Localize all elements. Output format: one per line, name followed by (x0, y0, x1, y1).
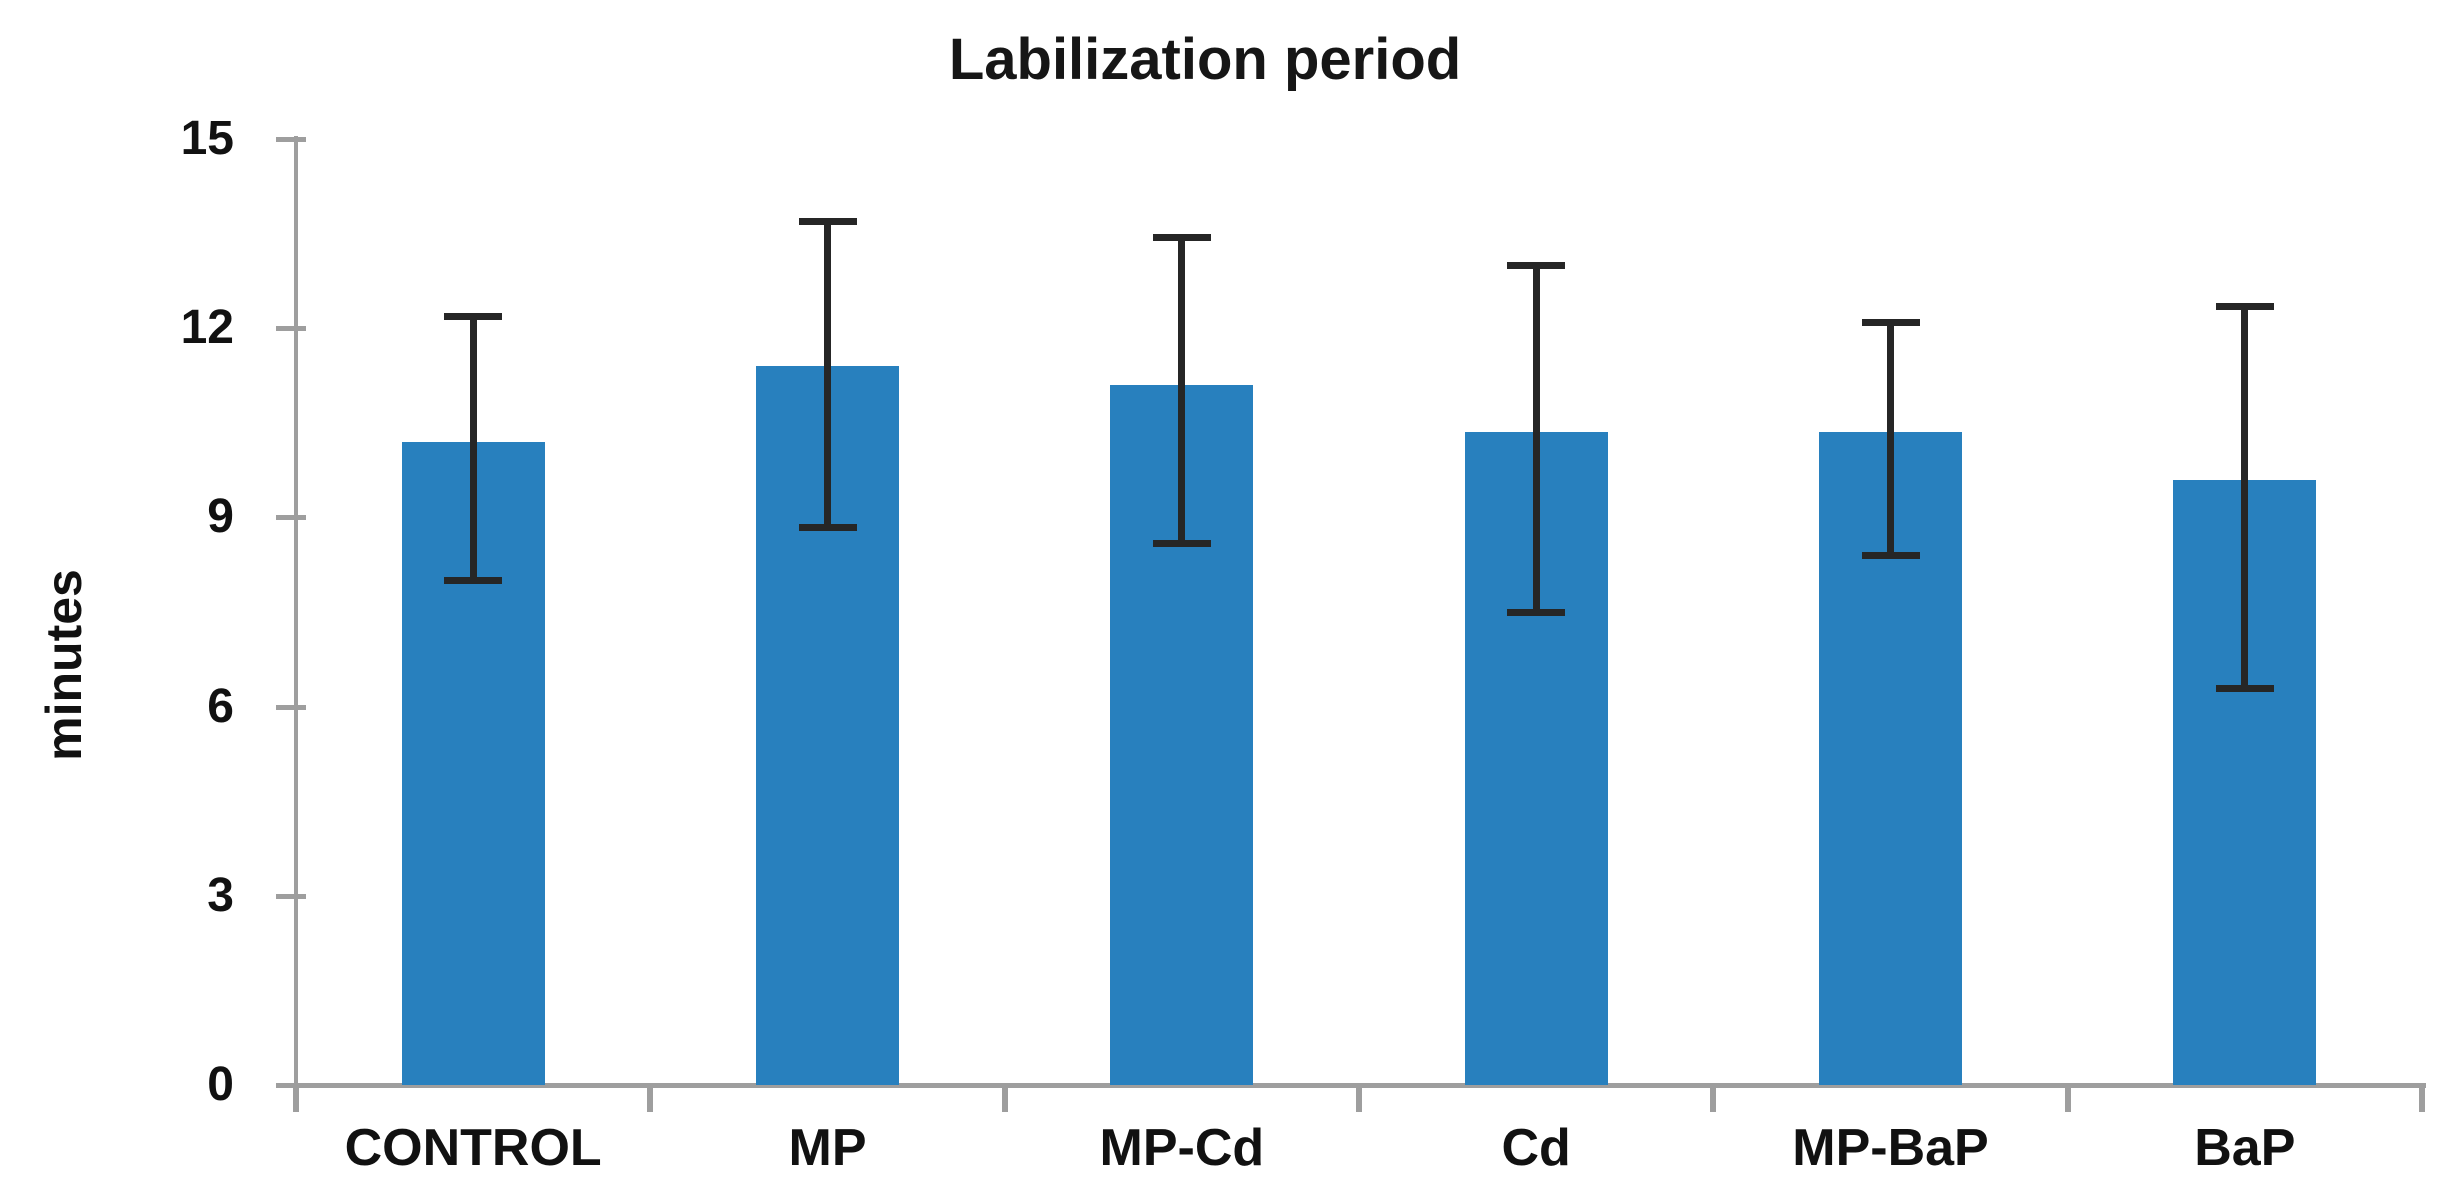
y-tick-label: 0 (207, 1058, 234, 1111)
error-bar-stem (1887, 321, 1894, 556)
error-bar-cap-bottom (1861, 552, 1920, 560)
error-bar-stem (2241, 306, 2249, 688)
y-axis-tick (276, 1083, 306, 1088)
y-axis-tick (276, 515, 306, 521)
y-tick-label: 12 (180, 301, 234, 355)
y-axis-tick (276, 136, 306, 142)
error-bar-cap-bottom (1152, 539, 1211, 547)
error-bar-cap-bottom (798, 523, 857, 531)
error-bar-cap-top (444, 312, 503, 320)
error-bar-stem (824, 220, 831, 527)
error-bar-cap-top (1861, 318, 1920, 326)
error-bar-stem (1532, 265, 1540, 612)
y-tick-label: 6 (207, 679, 234, 733)
x-category-label: MP (788, 1119, 867, 1177)
x-category-label: BaP (2194, 1119, 2296, 1177)
error-bar-cap-bottom (444, 577, 503, 585)
error-bar-stem (469, 315, 477, 581)
error-bar-cap-bottom (1507, 608, 1566, 616)
y-axis-tick (276, 326, 306, 332)
error-bar-cap-top (1507, 262, 1566, 270)
error-bar-cap-top (2215, 303, 2274, 311)
error-bar-stem (1178, 236, 1186, 543)
error-bar-cap-top (1152, 233, 1211, 241)
x-category-label: CONTROL (344, 1119, 602, 1177)
x-axis-tick (1001, 1085, 1008, 1112)
chart-title: Labilization period (948, 27, 1462, 92)
y-axis-tick (276, 893, 306, 899)
x-category-label: Cd (1501, 1119, 1571, 1177)
x-axis-tick (1710, 1085, 1717, 1112)
x-axis-tick (2064, 1085, 2071, 1112)
x-category-label: MP-Cd (1099, 1119, 1265, 1177)
x-axis-tick (2419, 1085, 2425, 1112)
x-axis-tick (293, 1085, 299, 1112)
error-bar-cap-top (798, 217, 857, 225)
error-bar-cap-bottom (2215, 684, 2274, 692)
y-axis-line (294, 135, 298, 1104)
x-category-label: MP-BaP (1792, 1119, 1989, 1177)
y-tick-label: 3 (207, 868, 234, 922)
y-axis-tick (276, 704, 306, 710)
y-tick-label: 15 (180, 111, 234, 165)
x-axis-tick (647, 1085, 654, 1112)
x-axis-tick (1356, 1085, 1362, 1112)
y-tick-label: 9 (207, 490, 234, 544)
